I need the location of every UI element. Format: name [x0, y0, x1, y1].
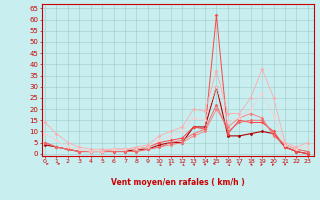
X-axis label: Vent moyen/en rafales ( km/h ): Vent moyen/en rafales ( km/h ) [111, 178, 244, 187]
